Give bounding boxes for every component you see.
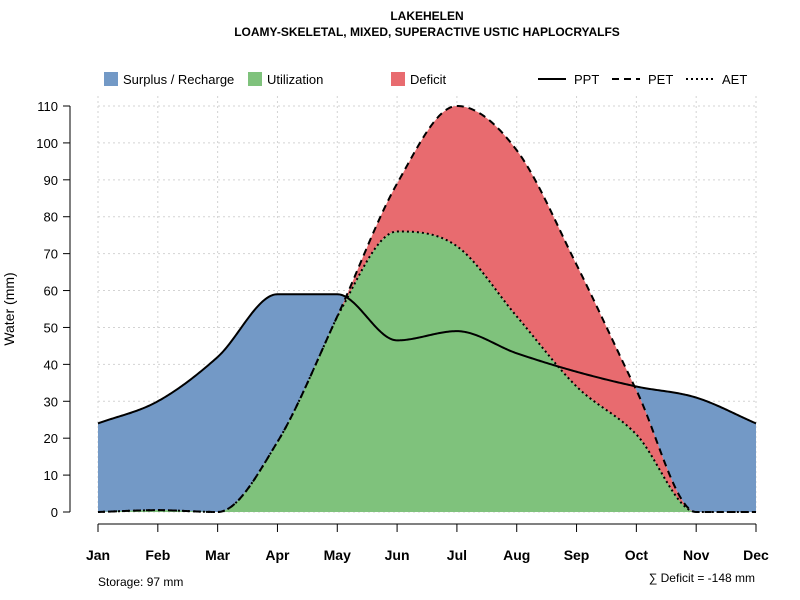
legend-swatch-surplus bbox=[104, 72, 118, 86]
y-tick-label: 70 bbox=[44, 247, 58, 262]
x-tick-label: Jul bbox=[447, 547, 467, 563]
y-tick-label: 80 bbox=[44, 210, 58, 225]
deficit-area bbox=[98, 106, 756, 512]
pet-line bbox=[97, 104, 756, 513]
legend-swatch-utilization bbox=[248, 72, 262, 86]
legend-label-utilization: Utilization bbox=[267, 72, 323, 87]
chart-subtitle: LOAMY-SKELETAL, MIXED, SUPERACTIVE USTIC… bbox=[234, 25, 620, 39]
legend-label-deficit: Deficit bbox=[410, 72, 447, 87]
x-tick-label: Nov bbox=[683, 547, 710, 563]
y-tick-label: 110 bbox=[37, 99, 58, 114]
surplus-area bbox=[98, 294, 756, 512]
deficit-note: ∑ Deficit = -148 mm bbox=[649, 571, 755, 585]
y-axis-label: Water (mm) bbox=[1, 272, 17, 345]
x-tick-label: Aug bbox=[503, 547, 530, 563]
y-tick-label: 40 bbox=[44, 357, 58, 372]
legend: Surplus / Recharge Utilization Deficit P… bbox=[104, 72, 747, 87]
x-tick-label: Sep bbox=[564, 547, 590, 563]
x-tick-label: Mar bbox=[205, 547, 230, 563]
legend-label-aet: AET bbox=[722, 72, 747, 87]
x-tick-label: Feb bbox=[145, 547, 170, 563]
y-tick-label: 0 bbox=[51, 505, 58, 520]
y-tick-label: 10 bbox=[44, 468, 58, 483]
legend-swatch-deficit bbox=[391, 72, 405, 86]
y-tick-label: 20 bbox=[44, 431, 58, 446]
area-fills bbox=[98, 106, 756, 513]
x-tick-label: Jan bbox=[86, 547, 110, 563]
legend-label-pet: PET bbox=[648, 72, 673, 87]
utilization-area-base bbox=[98, 297, 756, 512]
y-tick-label: 50 bbox=[44, 320, 58, 335]
x-tick-label: Apr bbox=[265, 547, 290, 563]
aet-line bbox=[97, 230, 756, 513]
y-tick-label: 100 bbox=[36, 136, 58, 151]
legend-label-surplus: Surplus / Recharge bbox=[123, 72, 234, 87]
series-lines bbox=[97, 104, 757, 513]
x-tick-label: Dec bbox=[743, 547, 769, 563]
y-tick-label: 90 bbox=[44, 173, 58, 188]
chart-title: LAKEHELEN bbox=[390, 9, 463, 23]
legend-label-ppt: PPT bbox=[574, 72, 599, 87]
x-tick-label: May bbox=[324, 547, 351, 563]
y-tick-label: 30 bbox=[44, 394, 58, 409]
x-tick-label: Oct bbox=[625, 547, 649, 563]
storage-note: Storage: 97 mm bbox=[98, 575, 183, 589]
ppt-line bbox=[97, 293, 757, 425]
x-tick-label: Jun bbox=[385, 547, 410, 563]
y-tick-label: 60 bbox=[44, 284, 58, 299]
axes: 0 10 20 30 40 50 60 70 80 90 100 110 Jan Feb Mar Apr May… bbox=[36, 99, 769, 563]
